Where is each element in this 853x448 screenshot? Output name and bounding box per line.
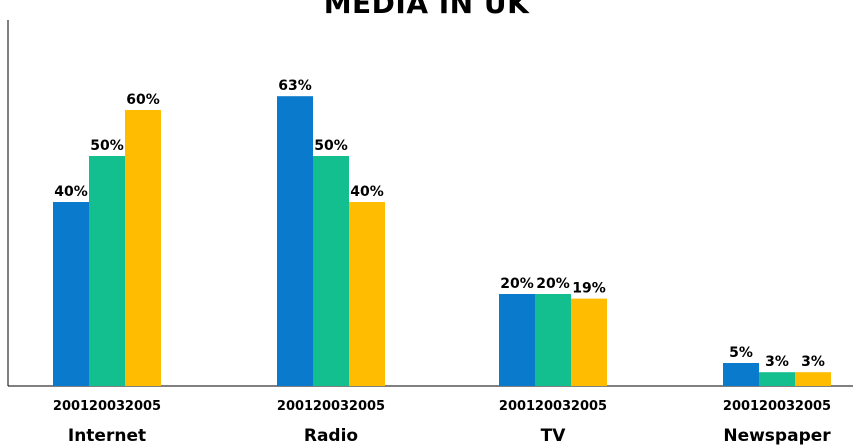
category-label-radio: Radio [304, 426, 358, 446]
bar-radio-2003 [313, 156, 349, 386]
bar-internet-2001 [53, 202, 89, 386]
year-label-tv-2001: 2001 [499, 399, 535, 414]
year-label-newspaper-2003: 2003 [759, 399, 795, 414]
bar-tv-2001 [499, 294, 535, 386]
year-label-tv-2003: 2003 [535, 399, 571, 414]
data-label-radio-2003: 50% [314, 138, 348, 154]
year-label-newspaper-2005: 2005 [795, 399, 831, 414]
data-label-radio-2001: 63% [278, 78, 312, 94]
bar-newspaper-2001 [723, 363, 759, 386]
year-label-internet-2005: 2005 [125, 399, 161, 414]
year-label-radio-2001: 2001 [277, 399, 313, 414]
category-label-internet: Internet [68, 426, 146, 446]
bar-newspaper-2003 [759, 372, 795, 386]
bar-internet-2003 [89, 156, 125, 386]
data-label-internet-2001: 40% [54, 184, 88, 200]
category-label-newspaper: Newspaper [723, 426, 831, 446]
data-label-radio-2005: 40% [350, 184, 384, 200]
data-label-internet-2003: 50% [90, 138, 124, 154]
bar-radio-2001 [277, 96, 313, 386]
data-label-tv-2003: 20% [536, 276, 570, 292]
category-label-tv: TV [541, 426, 567, 446]
year-label-radio-2005: 2005 [349, 399, 385, 414]
bar-internet-2005 [125, 110, 161, 386]
year-label-internet-2001: 2001 [53, 399, 89, 414]
data-label-internet-2005: 60% [126, 92, 160, 108]
chart-title: MEDIA IN UK [323, 0, 530, 20]
data-label-tv-2005: 19% [572, 281, 606, 297]
year-label-tv-2005: 2005 [571, 399, 607, 414]
bar-tv-2005 [571, 298, 607, 386]
data-label-newspaper-2003: 3% [765, 354, 789, 370]
data-label-tv-2001: 20% [500, 276, 534, 292]
year-label-newspaper-2001: 2001 [723, 399, 759, 414]
year-label-radio-2003: 2003 [313, 399, 349, 414]
bar-newspaper-2005 [795, 372, 831, 386]
bar-radio-2005 [349, 202, 385, 386]
data-label-newspaper-2005: 3% [801, 354, 825, 370]
year-label-internet-2003: 2003 [89, 399, 125, 414]
bar-tv-2003 [535, 294, 571, 386]
data-label-newspaper-2001: 5% [729, 345, 753, 361]
